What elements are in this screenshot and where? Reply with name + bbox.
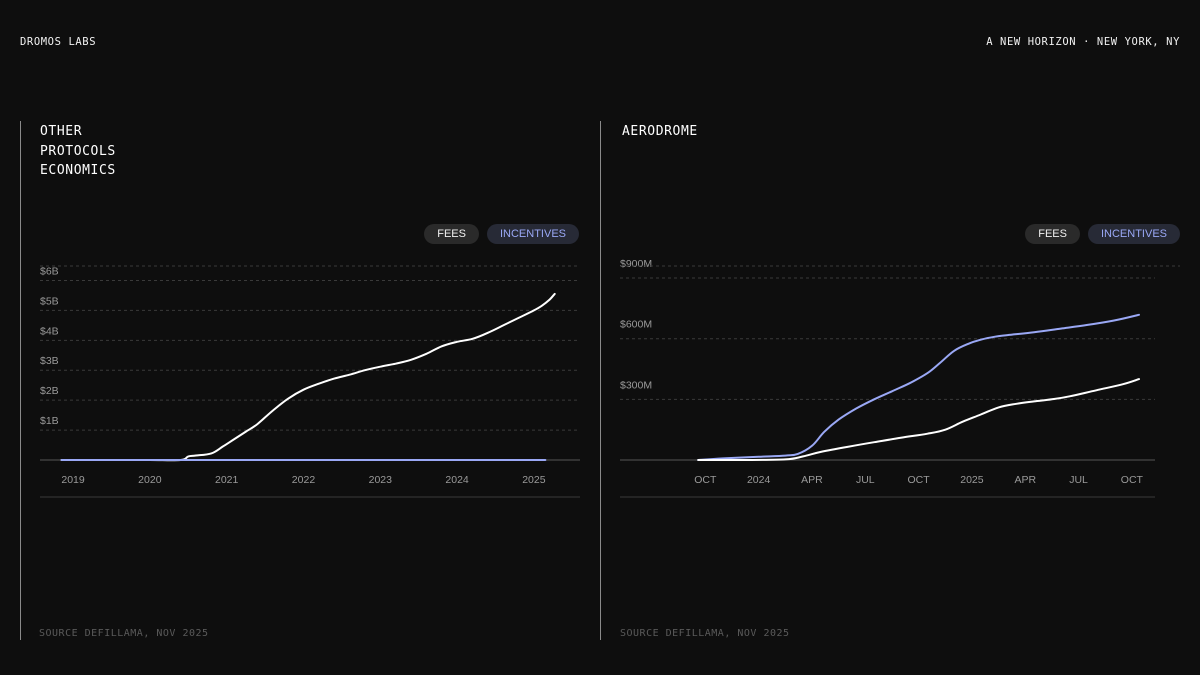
legend-incentives-button[interactable]: INCENTIVES <box>1087 224 1180 244</box>
line-chart-other-protocols: $1B $2B $3B $4B $5B $6B 2019 2020 2021 2022 2023 20… <box>40 265 580 498</box>
x-tick-label: 2023 <box>369 474 393 486</box>
panel-divider-right <box>600 121 601 640</box>
x-tick-label: 2019 <box>61 474 85 486</box>
x-tick-label: 2020 <box>138 474 162 486</box>
x-tick-label: JUL <box>856 474 875 486</box>
x-tick-label: 2022 <box>292 474 316 486</box>
x-tick-label: OCT <box>908 474 931 486</box>
y-tick-label: $6B <box>40 265 59 277</box>
title-line: PROTOCOLS <box>40 143 116 159</box>
source-note: SOURCE DEFILLAMA, NOV 2025 <box>620 628 790 639</box>
panel-title-other-protocols: OTHER PROTOCOLS ECONOMICS <box>40 122 116 181</box>
legend-fees-button[interactable]: FEES <box>424 224 479 244</box>
x-tick-label: 2024 <box>747 474 771 486</box>
legend-fees-button[interactable]: FEES <box>1025 224 1080 244</box>
source-note: SOURCE DEFILLAMA, NOV 2025 <box>39 628 209 639</box>
x-tick-label: JUL <box>1069 474 1088 486</box>
y-tick-label: $1B <box>40 415 59 427</box>
legend-aerodrome: FEES INCENTIVES <box>1025 224 1180 244</box>
y-tick-label: $5B <box>40 295 59 307</box>
brand-name: DROMOS LABS <box>20 36 97 48</box>
y-tick-label: $3B <box>40 355 59 367</box>
series-line-incentives <box>697 313 1140 461</box>
y-tick-label: $900M <box>620 258 652 270</box>
x-tick-label: 2025 <box>522 474 546 486</box>
y-tick-label: $4B <box>40 325 59 337</box>
x-tick-label: 2021 <box>215 474 239 486</box>
x-tick-label: 2024 <box>445 474 469 486</box>
x-tick-label: OCT <box>1121 474 1144 486</box>
title-line: OTHER <box>40 124 83 139</box>
legend-other-protocols: FEES INCENTIVES <box>424 224 579 244</box>
chart-aerodrome: $300M $600M $900M OCT 2024 APR JUL OCT 2025 APR JU… <box>615 250 1185 504</box>
panel-divider-left <box>20 121 21 640</box>
y-tick-label: $600M <box>620 319 652 331</box>
line-chart-aerodrome: $300M $600M $900M OCT 2024 APR JUL OCT 2025 APR JU… <box>620 258 1180 498</box>
x-tick-label: OCT <box>694 474 717 486</box>
x-tick-label: APR <box>1014 474 1036 486</box>
y-tick-label: $2B <box>40 385 59 397</box>
series-line-fees <box>697 378 1140 462</box>
title-line: ECONOMICS <box>40 163 116 178</box>
chart-other-protocols: $1B $2B $3B $4B $5B $6B 2019 2020 2021 2022 2023 20… <box>35 250 585 504</box>
title-line: AERODROME <box>622 124 698 139</box>
header-tagline: A NEW HORIZON · NEW YORK, NY <box>986 36 1180 48</box>
series-line-fees <box>60 292 556 462</box>
legend-incentives-button[interactable]: INCENTIVES <box>486 224 579 244</box>
panel-title-aerodrome: AERODROME <box>622 122 698 142</box>
x-tick-label: APR <box>801 474 823 486</box>
y-tick-label: $300M <box>620 379 652 391</box>
x-tick-label: 2025 <box>960 474 984 486</box>
